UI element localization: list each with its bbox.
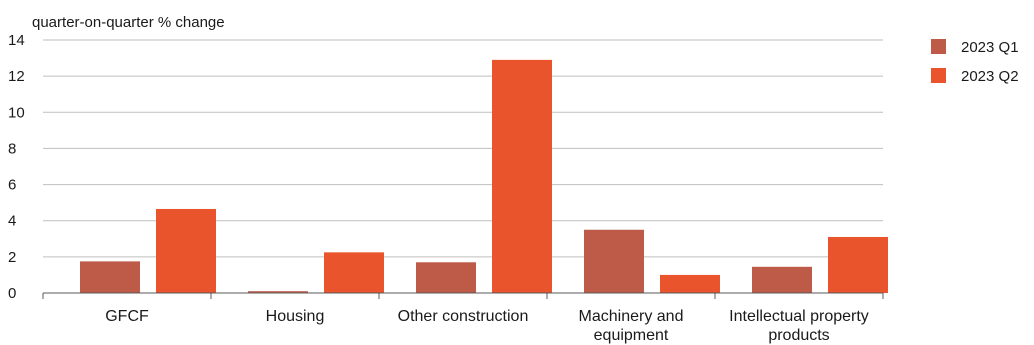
- legend-swatch: [931, 68, 946, 83]
- y-tick-label: 8: [8, 140, 16, 157]
- x-axis: GFCF Housing Other construction Machinery a…: [42, 292, 884, 344]
- y-axis-label: quarter-on-quarter % change: [32, 14, 225, 31]
- y-tick-label: 0: [8, 285, 16, 302]
- legend-swatch: [931, 39, 946, 54]
- bar: [752, 266, 812, 293]
- y-tick-label: 2: [8, 249, 16, 266]
- x-category-label: Machinery and: [579, 308, 684, 325]
- x-category-label: Other construction: [398, 308, 529, 325]
- y-tick-labels: 0 2 4 6 8 10 12 14: [8, 32, 25, 302]
- y-tick-label: 4: [8, 213, 16, 230]
- legend: 2023 Q1 2023 Q2: [931, 39, 1019, 85]
- bars: [80, 59, 888, 293]
- y-tick-label: 14: [8, 32, 25, 49]
- x-category-label: Housing: [266, 308, 325, 325]
- bar: [416, 262, 476, 293]
- x-category-label: Intellectual property: [729, 308, 869, 325]
- bar: [248, 291, 308, 293]
- bar: [660, 274, 720, 293]
- bar: [828, 236, 888, 293]
- x-category-label: products: [768, 327, 829, 344]
- y-tick-label: 10: [8, 104, 25, 121]
- bar: [156, 208, 216, 293]
- bar: [80, 261, 140, 293]
- legend-label: 2023 Q2: [961, 68, 1019, 85]
- x-category-label: equipment: [594, 327, 669, 344]
- bar: [492, 59, 552, 293]
- y-tick-label: 6: [8, 177, 16, 194]
- legend-label: 2023 Q1: [961, 39, 1019, 56]
- y-tick-label: 12: [8, 68, 25, 85]
- bar: [324, 252, 384, 293]
- x-category-label: GFCF: [105, 308, 149, 325]
- bar: [584, 229, 644, 293]
